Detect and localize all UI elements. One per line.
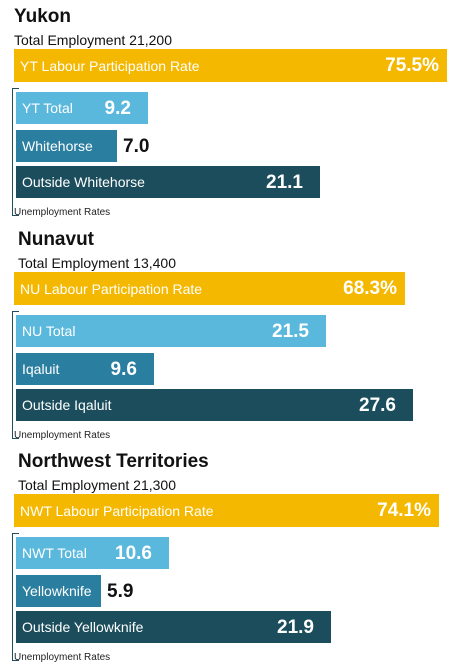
unemployment-caption: Unemployment Rates <box>14 430 111 441</box>
region-name: Northwest Territories <box>18 451 209 472</box>
participation-bar: NWT Labour Participation Rate 74.1% <box>14 494 439 527</box>
unemployment-caption: Unemployment Rates <box>14 652 111 663</box>
participation-value: 75.5% <box>385 55 439 76</box>
region-2: Northwest Territories Total Employment 21… <box>0 449 450 671</box>
participation-value: 68.3% <box>343 278 397 299</box>
unemployment-value: 9.2 <box>104 98 131 119</box>
unemployment-bar-outside: Outside Iqaluit <box>16 389 413 421</box>
unemployment-label: NU Total <box>22 323 76 339</box>
unemployment-value: 10.6 <box>115 543 152 564</box>
unemployment-value: 7.0 <box>123 136 150 157</box>
participation-bar: YT Labour Participation Rate 75.5% <box>14 49 447 82</box>
unemployment-label: Outside Whitehorse <box>22 174 145 190</box>
region-1: Nunavut Total Employment 13,400 NU Labour … <box>0 227 450 449</box>
total-employment-label: Total Employment 21,200 <box>14 32 172 48</box>
unemployment-value: 21.9 <box>277 617 314 638</box>
unemployment-bracket <box>12 533 19 661</box>
participation-label: YT Labour Participation Rate <box>20 58 200 74</box>
unemployment-value: 27.6 <box>359 395 396 416</box>
unemployment-label: Iqaluit <box>22 361 60 377</box>
unemployment-bar-outside: Outside Whitehorse <box>16 166 320 198</box>
participation-bar: NU Labour Participation Rate 68.3% <box>14 272 405 305</box>
region-name: Yukon <box>14 6 72 27</box>
unemployment-bar-outside: Outside Yellowknife <box>16 611 331 643</box>
unemployment-bar-total: NWT Total <box>16 537 169 569</box>
unemployment-caption: Unemployment Rates <box>14 207 111 218</box>
unemployment-value: 5.9 <box>107 581 134 602</box>
unemployment-value: 21.5 <box>272 321 309 342</box>
unemployment-bar-total: NU Total <box>16 315 326 347</box>
unemployment-bracket <box>12 311 19 439</box>
unemployment-bar-city: Iqaluit <box>16 353 154 385</box>
unemployment-bar-city: Whitehorse <box>16 130 117 162</box>
unemployment-label: Outside Iqaluit <box>22 397 112 413</box>
unemployment-label: Yellowknife <box>22 583 92 599</box>
unemployment-label: NWT Total <box>22 545 87 561</box>
unemployment-label: YT Total <box>22 100 73 116</box>
unemployment-bracket <box>12 88 19 216</box>
total-employment-label: Total Employment 13,400 <box>18 255 176 271</box>
unemployment-label: Outside Yellowknife <box>22 619 144 635</box>
region-0: Yukon Total Employment 21,200 YT Labour Pa… <box>0 4 450 226</box>
participation-value: 74.1% <box>377 500 431 521</box>
unemployment-bar-city: Yellowknife <box>16 575 101 607</box>
unemployment-value: 21.1 <box>266 172 303 193</box>
unemployment-label: Whitehorse <box>22 138 93 154</box>
unemployment-value: 9.6 <box>110 359 137 380</box>
participation-label: NWT Labour Participation Rate <box>20 503 214 519</box>
top-strip <box>0 0 450 4</box>
region-name: Nunavut <box>18 229 94 250</box>
participation-label: NU Labour Participation Rate <box>20 281 203 297</box>
total-employment-label: Total Employment 21,300 <box>18 477 176 493</box>
unemployment-bar-total: YT Total <box>16 92 148 124</box>
